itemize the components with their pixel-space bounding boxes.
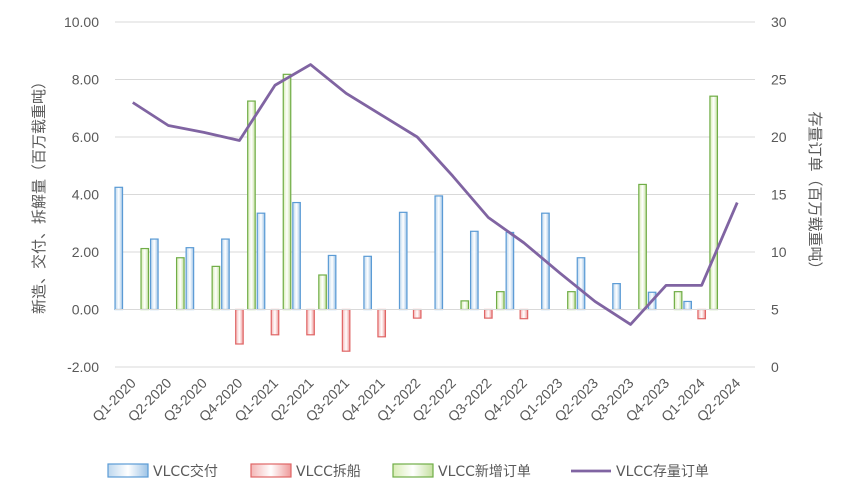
y-axis-title: 新造、交付、拆解量（百万载重吨） xyxy=(30,74,48,314)
bar-deliveries xyxy=(612,283,621,311)
bar-demolitions xyxy=(412,308,422,319)
bar-deliveries xyxy=(683,300,693,311)
bar-deliveries xyxy=(114,186,124,311)
y2-axis-title: 存量订单（百万载重吨） xyxy=(806,111,824,276)
y2-axis-tick-label: 30 xyxy=(771,14,787,30)
legend-demolitions: VLCC拆船 xyxy=(250,463,361,480)
bar-deliveries xyxy=(221,238,230,311)
bar-new-orders xyxy=(460,300,470,311)
y-axis-tick-label: 6.00 xyxy=(72,129,99,145)
bar-demolitions xyxy=(377,308,387,338)
bar-deliveries xyxy=(185,247,195,311)
bar-demolitions xyxy=(519,308,529,320)
y2-axis-tick-label: 0 xyxy=(771,359,779,375)
bar-deliveries xyxy=(256,212,266,311)
bar-deliveries xyxy=(327,254,337,311)
y2-axis-tick-label: 20 xyxy=(771,129,787,145)
bar-new-orders xyxy=(140,247,150,311)
legend-label: VLCC新增订单 xyxy=(438,464,531,480)
y2-axis-tick-label: 25 xyxy=(771,72,787,88)
bar-deliveries xyxy=(363,255,373,311)
bar-deliveries xyxy=(398,211,408,311)
y2-axis-tick-label: 15 xyxy=(771,187,787,203)
y-axis-tick-label: -2.00 xyxy=(67,359,99,375)
y-axis-tick-label: 8.00 xyxy=(72,72,99,88)
legend-swatch xyxy=(107,463,149,478)
bar-new-orders xyxy=(673,291,683,311)
y-axis-tick-label: 2.00 xyxy=(72,244,99,260)
bar-new-orders xyxy=(709,95,719,311)
legend-label: VLCC交付 xyxy=(153,463,218,480)
bar-new-orders xyxy=(211,265,221,311)
bar-deliveries xyxy=(149,238,159,311)
bar-demolitions xyxy=(697,308,707,320)
y-axis-tick-label: 4.00 xyxy=(72,187,99,203)
line-orderbook xyxy=(132,63,739,326)
bar-deliveries xyxy=(576,257,586,311)
legend-new-orders: VLCC新增订单 xyxy=(392,463,531,480)
legend-deliveries: VLCC交付 xyxy=(107,463,218,480)
legend-swatch xyxy=(392,463,434,478)
y-axis-tick-label: 10.00 xyxy=(64,14,99,30)
bar-new-orders xyxy=(567,291,576,311)
bar-deliveries xyxy=(292,201,301,311)
legend-orderbook: VLCC存量订单 xyxy=(571,464,709,480)
y2-axis-tick-label: 5 xyxy=(771,302,779,318)
legend-label: VLCC拆船 xyxy=(296,464,361,480)
bar-new-orders xyxy=(638,183,647,311)
bar-new-orders xyxy=(318,274,327,311)
y-axis-tick-label: 0.00 xyxy=(72,302,99,318)
bar-demolitions xyxy=(235,308,244,345)
bar-deliveries xyxy=(434,195,444,311)
legend-label: VLCC存量订单 xyxy=(616,464,709,480)
bar-new-orders xyxy=(247,100,256,311)
bar-new-orders xyxy=(495,291,505,311)
bar-new-orders xyxy=(282,73,292,311)
bar-demolitions xyxy=(483,308,493,319)
bar-demolitions xyxy=(341,308,351,352)
bar-new-orders xyxy=(175,257,185,311)
y2-axis-tick-label: 10 xyxy=(771,244,787,260)
bar-demolitions xyxy=(270,308,280,336)
bar-deliveries xyxy=(469,230,479,311)
bar-deliveries xyxy=(505,231,515,311)
bar-demolitions xyxy=(306,308,315,336)
legend-swatch xyxy=(250,463,292,478)
